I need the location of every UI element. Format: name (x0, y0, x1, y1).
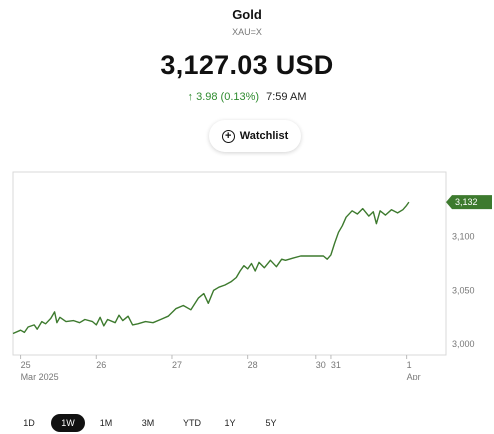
plus-circle-icon: + (221, 129, 235, 143)
watchlist-button[interactable]: + Watchlist (209, 120, 301, 152)
last-price-tag-label: 3,132 (455, 197, 478, 207)
price-chart[interactable]: 3,000 3,050 3,100 25 Mar 2025 26 27 28 30 31 1 Apr… (0, 0, 494, 380)
x-tick-label: 27 (172, 360, 182, 370)
up-arrow-icon: ↑ (187, 91, 194, 103)
x-tick-label: 31 (331, 360, 341, 370)
range-1w-button[interactable]: 1W (51, 414, 85, 432)
last-price-tag: 3,132 (446, 195, 492, 210)
price-change: 3.98 (0.13%) (196, 91, 260, 103)
price-line (12, 201, 410, 335)
quote-time: 7:59 AM (266, 91, 307, 103)
x-tick-label: 26 (96, 360, 106, 370)
x-tick-label: 30 (316, 360, 326, 370)
price-value: 3,127.03 USD (160, 50, 334, 80)
x-axis: 25 Mar 2025 26 27 28 30 31 1 Apr (20, 355, 421, 380)
range-1d-button[interactable]: 1D (23, 418, 35, 428)
x-tick-sublabel: Mar 2025 (21, 372, 59, 380)
range-1y-button[interactable]: 1Y (224, 418, 236, 428)
range-1m-button[interactable]: 1M (99, 418, 113, 428)
price-change-row: ↑ 3.98 (0.13%) 7:59 AM (0, 91, 494, 103)
x-tick-label: 1 (407, 360, 412, 370)
instrument-name: Gold (232, 7, 262, 22)
y-tick-label: 3,000 (452, 339, 475, 349)
y-tick-label: 3,100 (452, 232, 475, 242)
y-tick-label: 3,050 (452, 285, 475, 295)
x-tick-sublabel: Apr (407, 372, 421, 380)
x-tick-label: 28 (248, 360, 258, 370)
range-5y-button[interactable]: 5Y (265, 418, 277, 428)
range-3m-button[interactable]: 3M (141, 418, 155, 428)
instrument-ticker: XAU=X (232, 27, 262, 37)
range-ytd-button[interactable]: YTD (183, 418, 201, 428)
watchlist-label: Watchlist (239, 130, 289, 142)
chart-frame (12, 171, 447, 356)
x-tick-label: 25 (21, 360, 31, 370)
range-selector: 1D 1W 1M 3M YTD 1Y 5Y (0, 414, 494, 434)
last-price-tag-bg (446, 195, 492, 210)
y-axis: 3,000 3,050 3,100 (452, 232, 475, 350)
